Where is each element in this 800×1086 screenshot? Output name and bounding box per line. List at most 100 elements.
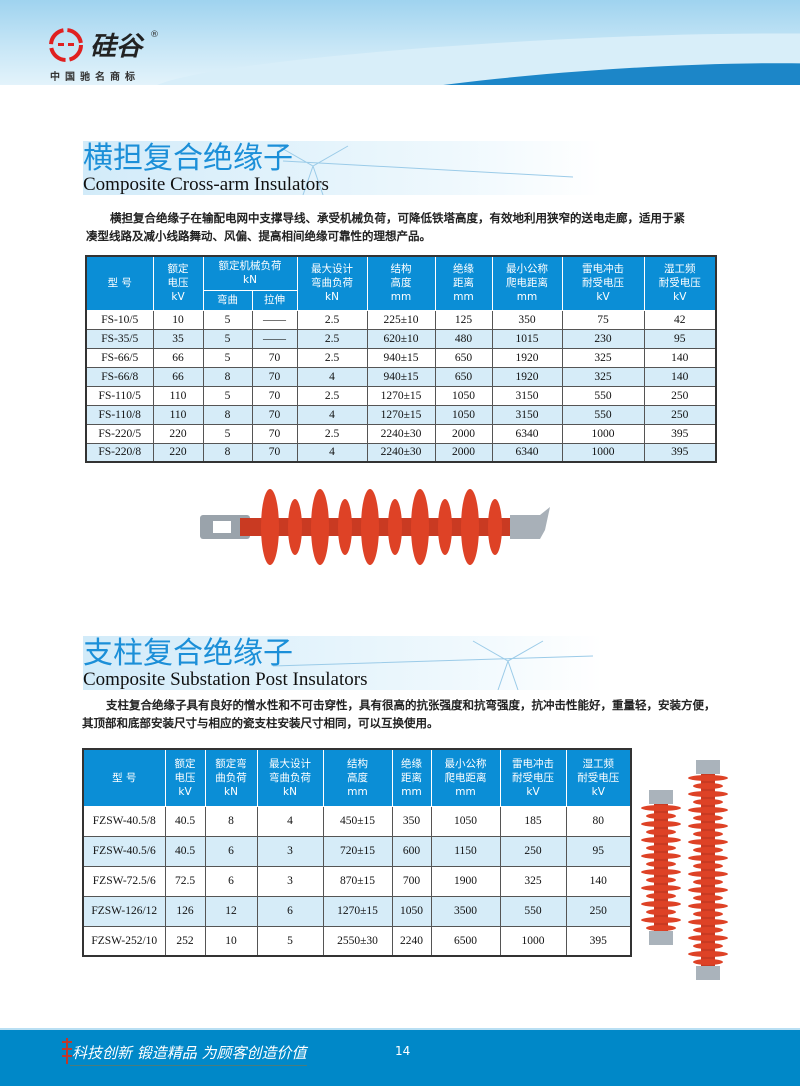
metal-flange: [696, 966, 720, 980]
table-cell: 4: [256, 805, 324, 837]
table-cell: 8: [204, 805, 258, 837]
section1-title-en: Composite Cross-arm Insulators: [83, 174, 329, 195]
table-row: FS-35/5 35 5 —— 2.5 620±10 480 1015 230 95: [85, 328, 717, 349]
table-cell: FS-220/8: [85, 442, 154, 463]
logo-icon: [49, 27, 83, 62]
table-cell: 1920: [491, 347, 563, 368]
table-cell: 110: [152, 404, 204, 425]
table-cell: 2550±30: [322, 925, 393, 957]
table-cell: ——: [251, 328, 298, 349]
brand-subtitle: 中国驰名商标: [50, 72, 140, 83]
table-row: FS-66/5 66 5 70 2.5 940±15 650 1920 325 140: [85, 347, 717, 368]
insulator-shed: [641, 853, 681, 859]
table-cell: 3150: [491, 385, 563, 406]
table-cell: 2.5: [296, 385, 368, 406]
table-cell: 40.5: [164, 835, 206, 867]
table-row: FS-10/5 10 5 —— 2.5 225±10 125 350 75 42: [85, 309, 717, 330]
insulator-shed: [641, 869, 681, 875]
table-cell: 250: [565, 895, 632, 927]
col-lightning: 雷电冲击 耐受电压 kV: [499, 748, 567, 807]
col-tensile: 拉伸: [251, 289, 298, 311]
table-cell: 6340: [491, 423, 563, 444]
table-cell: 1150: [430, 835, 501, 867]
col-insulation: 绝缘 距离 mm: [391, 748, 432, 807]
registered-mark: ®: [150, 30, 159, 40]
table-cell: 2000: [434, 442, 493, 463]
table-cell: 126: [164, 895, 206, 927]
col-wet: 湿工频 耐受电压 kV: [643, 255, 717, 311]
table-cell: 2.5: [296, 347, 368, 368]
insulator-shed: [693, 943, 723, 949]
insulator-shed: [646, 925, 676, 931]
col-type: 型 号: [82, 748, 166, 807]
table-row: FS-110/8 110 8 70 4 1270±15 1050 3150 550 250: [85, 404, 717, 425]
col-height: 结构 高度 mm: [322, 748, 393, 807]
footer-slogan: 科技创新 锻造精品 为顾客创造价值: [70, 1042, 307, 1066]
insulator-shed: [411, 489, 429, 565]
table-cell: 230: [561, 328, 645, 349]
table-cell: 480: [434, 328, 493, 349]
brand-name: 硅谷: [90, 32, 143, 62]
table-cell: 220: [152, 442, 204, 463]
table-cell: 650: [434, 347, 493, 368]
table-cell: 325: [499, 865, 567, 897]
insulator-core: [701, 774, 715, 966]
table-cell: 2240±30: [366, 423, 436, 444]
table-cell: 42: [643, 309, 717, 330]
insulator-shed: [693, 927, 723, 933]
table-cell: 1050: [434, 404, 493, 425]
insulator-shed: [646, 829, 676, 835]
insulator-shed: [646, 861, 676, 867]
table-cell: 95: [565, 835, 632, 867]
table-cell: 720±15: [322, 835, 393, 867]
insulator-shed: [438, 499, 452, 555]
table-cell: 2240: [391, 925, 432, 957]
table-cell: 1270±15: [366, 404, 436, 425]
table-cell: 2.5: [296, 309, 368, 330]
table-cell: FZSW-252/10: [82, 925, 166, 957]
table-cell: 5: [256, 925, 324, 957]
insulator-shed: [641, 821, 681, 827]
table-cell: 70: [251, 347, 298, 368]
table-cell: 350: [491, 309, 563, 330]
table-cell: 700: [391, 865, 432, 897]
table-cell: 8: [202, 442, 253, 463]
insulator-shed: [261, 489, 279, 565]
table-cell: 250: [499, 835, 567, 867]
insulator-shed: [693, 831, 723, 837]
table-cell: 8: [202, 404, 253, 425]
post-insulator-image: [641, 760, 728, 980]
insulator-shed: [693, 895, 723, 901]
table-cell: 4: [296, 442, 368, 463]
insulator-shed: [688, 935, 728, 941]
table-cell: FS-110/5: [85, 385, 154, 406]
table-cell: FZSW-40.5/6: [82, 835, 166, 867]
table-cell: ——: [251, 309, 298, 330]
table-cell: 250: [643, 404, 717, 425]
insulator-shed: [688, 919, 728, 925]
table-cell: 185: [499, 805, 567, 837]
table-cell: 70: [251, 366, 298, 387]
col-insulation: 绝缘 距离 mm: [434, 255, 493, 311]
col-mech-load: 额定机械负荷 kN: [202, 255, 298, 291]
table-cell: 940±15: [366, 347, 436, 368]
table-cell: 2240±30: [366, 442, 436, 463]
page-footer: 科技创新 锻造精品 为顾客创造价值 14: [0, 1028, 800, 1086]
insulator-shed: [641, 901, 681, 907]
col-max-bend: 最大设计 弯曲负荷 kN: [296, 255, 368, 311]
insulator-shed: [693, 799, 723, 805]
table-cell: 35: [152, 328, 204, 349]
page-header: 硅谷 ® 中国驰名商标: [0, 0, 800, 85]
table-cell: 395: [643, 442, 717, 463]
insulator-shed: [311, 489, 329, 565]
power-tower-graphic: [273, 640, 593, 690]
table-cell: 325: [561, 347, 645, 368]
insulator-shed: [646, 877, 676, 883]
table-cell: FZSW-126/12: [82, 895, 166, 927]
table-cell: 1000: [561, 423, 645, 444]
table-row: FZSW-40.5/6 40.5 6 3 720±15 600 1150 250 95: [82, 835, 632, 867]
table-cell: 66: [152, 347, 204, 368]
insulator-shed: [693, 959, 723, 965]
table-cell: 350: [391, 805, 432, 837]
table-cell: FZSW-72.5/6: [82, 865, 166, 897]
